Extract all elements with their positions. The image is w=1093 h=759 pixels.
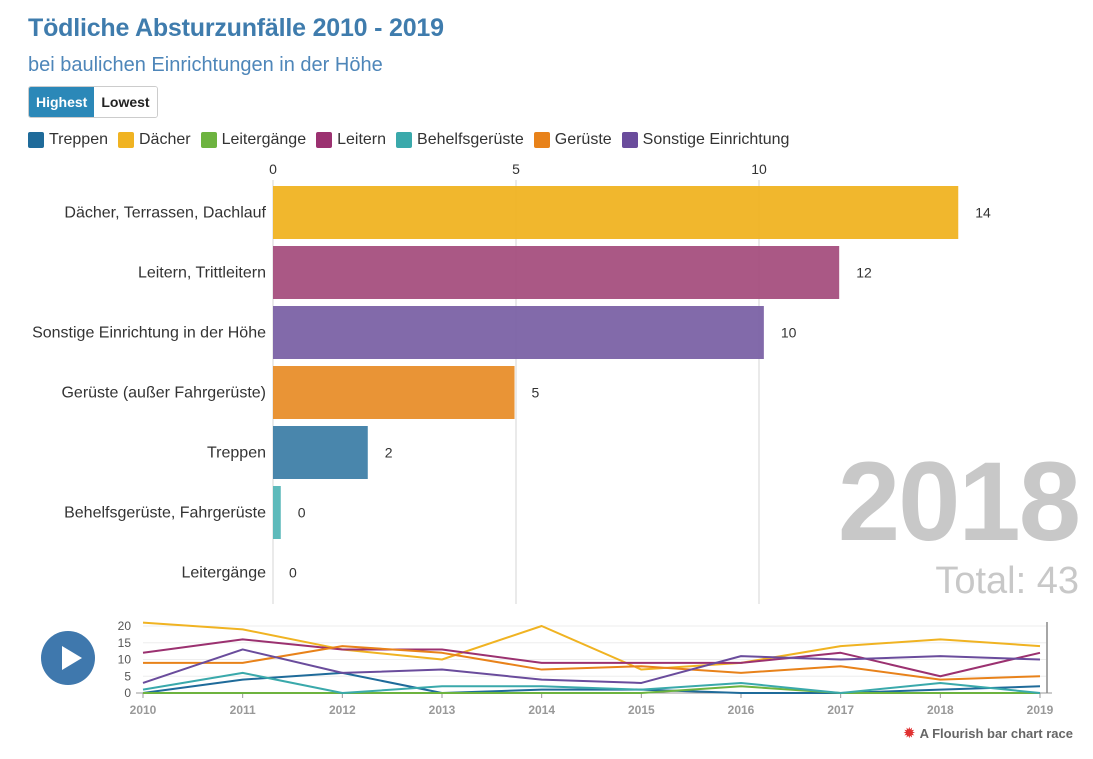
timeline-y-tick-label: 10 [118, 653, 132, 667]
timeline-y-tick-label: 15 [118, 636, 132, 650]
legend: Treppen Dächer Leitergänge Leitern Behel… [28, 131, 799, 149]
total-label: Total: 43 [935, 560, 1079, 602]
bar [273, 246, 840, 299]
timeline-x-tick-label: 2010 [130, 703, 157, 717]
current-year-label: 2018 [837, 439, 1081, 564]
bar-value-label: 12 [856, 265, 872, 281]
timeline-x-tick-label: 2019 [1027, 703, 1054, 717]
flourish-credit[interactable]: ✹ A Flourish bar chart race [903, 724, 1073, 742]
bar [273, 426, 368, 479]
timeline-x-tick-label: 2011 [230, 703, 256, 717]
bar-value-label: 14 [975, 205, 991, 221]
timeline-series-line [143, 645, 1041, 681]
legend-label: Treppen [49, 131, 108, 148]
bar-value-label: 0 [298, 505, 306, 521]
bar [273, 306, 764, 359]
sort-toggle: Highest Lowest [28, 86, 158, 118]
bar-category-label: Dächer, Terrassen, Dachlauf [64, 205, 266, 222]
legend-label: Dächer [139, 131, 191, 148]
timeline-series-line [142, 648, 1041, 684]
bar-value-label: 10 [781, 325, 797, 341]
chart-title: Tödliche Absturzunfälle 2010 - 2019 [28, 14, 444, 42]
x-tick-label: 10 [751, 161, 767, 177]
timeline-series-line [142, 671, 1041, 694]
legend-label: Gerüste [554, 131, 612, 148]
legend-swatch [316, 132, 333, 148]
credit-text: A Flourish bar chart race [919, 725, 1073, 741]
play-icon [62, 646, 82, 670]
legend-item-daecher[interactable]: Dächer [118, 131, 191, 149]
timeline-x-tick-label: 2012 [329, 703, 356, 717]
play-button[interactable] [41, 631, 95, 685]
legend-swatch [621, 132, 638, 148]
timeline-series-line [142, 621, 1041, 671]
bar-category-label: Treppen [207, 445, 266, 462]
timeline-y-tick-label: 5 [124, 669, 131, 683]
bar-value-label: 2 [385, 445, 393, 461]
timeline-x-tick-label: 2016 [728, 703, 755, 717]
legend-label: Sonstige Einrichtung [642, 131, 790, 148]
flourish-logo-icon: ✹ [903, 725, 916, 742]
legend-item-leitergaenge[interactable]: Leitergänge [200, 131, 307, 149]
x-tick-label: 5 [512, 161, 520, 177]
timeline-x-tick-label: 2015 [628, 703, 655, 717]
legend-label: Leitern [337, 131, 387, 148]
timeline-series-line [143, 685, 1040, 694]
timeline-x-tick-label: 2018 [927, 703, 954, 717]
timeline-x-tick-label: 2013 [429, 703, 456, 717]
timeline-series-line [142, 638, 1041, 678]
legend-item-sonstige[interactable]: Sonstige Einrichtung [621, 131, 790, 149]
bar-category-label: Gerüste (außer Fahrgerüste) [61, 385, 266, 402]
timeline-x-tick-label: 2017 [827, 703, 854, 717]
legend-item-leitern[interactable]: Leitern [316, 131, 386, 149]
timeline-series-line [142, 671, 1041, 694]
bar-category-label: Behelfsgerüste, Fahrgerüste [64, 505, 266, 522]
timeline-x-tick-label: 2014 [528, 703, 555, 717]
bar [273, 366, 515, 419]
timeline-y-tick-label: 20 [118, 619, 132, 633]
legend-item-behelfsgerueste[interactable]: Behelfsgerüste [396, 131, 524, 149]
legend-label: Behelfsgerüste [417, 131, 524, 148]
bar-category-label: Leitern, Trittleitern [138, 265, 266, 282]
legend-swatch [200, 132, 217, 148]
highest-button[interactable]: Highest [29, 87, 95, 117]
legend-swatch [396, 132, 413, 148]
bar-value-label: 5 [532, 385, 540, 401]
timeline-y-tick-label: 0 [124, 686, 131, 700]
legend-item-gerueste[interactable]: Gerüste [533, 131, 612, 149]
bar-category-label: Sonstige Einrichtung in der Höhe [32, 325, 266, 342]
legend-label: Leitergänge [221, 131, 307, 148]
legend-swatch [118, 132, 134, 148]
lowest-button[interactable]: Lowest [94, 87, 157, 117]
bar-value-label: 0 [289, 565, 297, 581]
bar [273, 186, 959, 239]
legend-swatch [28, 132, 44, 148]
bar [273, 486, 281, 539]
chart-subtitle: bei baulichen Einrichtungen in der Höhe [28, 54, 383, 76]
legend-swatch [533, 132, 550, 148]
x-tick-label: 0 [269, 161, 277, 177]
legend-item-treppen[interactable]: Treppen [28, 131, 108, 149]
bar-category-label: Leitergänge [181, 565, 266, 582]
